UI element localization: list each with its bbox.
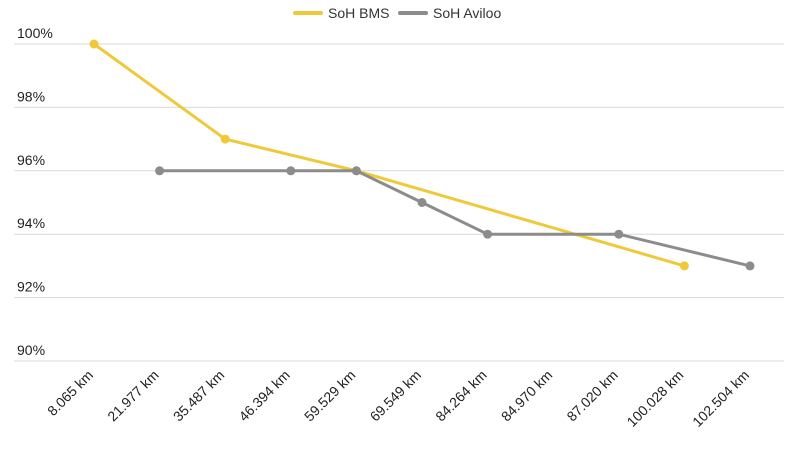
series-soh-aviloo [155, 166, 755, 271]
legend-label[interactable]: SoH BMS [328, 5, 389, 21]
x-tick-label: 8.065 km [44, 367, 96, 419]
y-tick-label: 96% [17, 152, 45, 168]
x-tick-label: 21.977 km [104, 367, 162, 425]
data-point[interactable] [351, 166, 361, 176]
data-point[interactable] [745, 261, 755, 271]
x-tick-label: 102.504 km [689, 367, 752, 430]
x-tick-label: 46.394 km [235, 367, 293, 425]
x-tick-label: 69.549 km [367, 367, 425, 425]
y-tick-label: 98% [17, 88, 45, 104]
x-tick-label: 59.529 km [301, 367, 359, 425]
data-point[interactable] [220, 134, 230, 144]
y-tick-label: 94% [17, 215, 45, 231]
legend-label[interactable]: SoH Aviloo [433, 5, 501, 21]
x-tick-label: 35.487 km [170, 367, 228, 425]
x-tick-label: 87.020 km [563, 367, 621, 425]
series-line [158, 169, 752, 268]
x-axis-ticks: 8.065 km 21.977 km 35.487 km 46.394 km 59.52… [44, 367, 752, 430]
gridlines [14, 43, 784, 362]
y-tick-label: 90% [17, 342, 45, 358]
data-point[interactable] [89, 39, 99, 49]
series-lines [89, 39, 755, 271]
series-line [92, 42, 686, 268]
data-point[interactable] [417, 198, 427, 207]
legend: SoH BMS SoH Aviloo [293, 5, 501, 21]
data-point[interactable] [679, 261, 689, 271]
y-tick-label: 100% [17, 25, 53, 41]
x-tick-label: 84.264 km [432, 367, 490, 425]
series-soh-bms [89, 39, 689, 271]
data-point[interactable] [286, 166, 296, 176]
x-tick-label: 100.028 km [623, 367, 686, 430]
x-tick-label: 84.970 km [498, 367, 556, 425]
y-tick-label: 92% [17, 279, 45, 295]
data-point[interactable] [483, 229, 493, 239]
data-point[interactable] [614, 229, 624, 239]
y-axis-ticks: 90% 92% 94% 96% 98% 100% [17, 25, 53, 358]
data-point[interactable] [155, 166, 165, 176]
